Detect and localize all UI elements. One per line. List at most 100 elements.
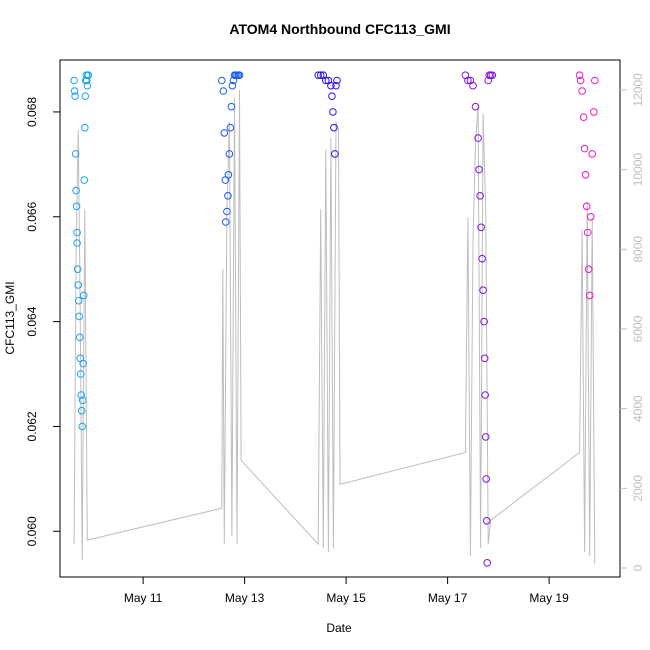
data-point [583,228,592,237]
data-point [81,123,89,132]
data-point [478,254,486,263]
y-tick-label: 0.062 [25,411,39,441]
data-point [76,370,85,378]
data-point [322,76,330,85]
y-axis-right: 0 2000 4000 6000 8000 10000 12000 [620,73,645,571]
data-point [222,218,230,226]
data-point [79,291,88,300]
x-axis-label: Date [326,621,352,635]
chart-title: ATOM4 Northbound CFC113_GMI [229,21,450,37]
data-point [331,150,339,158]
data-point [482,517,491,525]
data-point [469,81,477,90]
y-tick-label: 0.060 [25,516,39,546]
data-point [73,239,81,247]
data-point [77,391,85,399]
data-point [83,81,92,90]
data-point [84,71,93,79]
data-point [226,123,235,132]
x-tick-label: May 19 [529,591,569,605]
data-point [71,150,80,158]
y-tick-label: 0.064 [25,306,39,336]
data-point [235,71,244,79]
data-point [218,76,226,85]
x-tick-label: May 17 [428,591,468,605]
data-point [73,265,82,274]
data-point [72,202,81,211]
x-tick-label: May 15 [326,591,366,605]
data-point [576,76,585,85]
data-point [330,123,338,132]
data-point [70,87,79,95]
data-point [582,202,591,211]
data-point [471,102,480,111]
data-point [83,76,91,85]
y-tick-label: 0.066 [25,201,39,231]
data-point [77,406,86,415]
data-point [224,171,233,179]
data-point [477,223,485,232]
altitude-trace-line [73,89,596,565]
points-layer [70,71,599,567]
data-point [75,333,84,342]
data-point [575,71,584,79]
data-point [580,144,589,153]
data-point [220,129,229,137]
altitude-trace-layer [73,89,596,565]
data-point [316,71,325,79]
y-axis-left: 0.060 0.062 0.064 0.066 0.068 [25,97,60,546]
data-point [73,228,81,237]
data-point [74,281,82,289]
data-point [74,296,83,305]
x-tick-label: May 13 [225,591,265,605]
y2-tick-label: 12000 [631,73,645,107]
data-point [480,317,488,326]
data-point [224,192,232,200]
data-point [327,81,335,90]
data-point [75,312,83,321]
data-point [480,354,489,363]
data-point [584,265,593,274]
data-point [479,286,487,295]
data-point [72,186,80,195]
data-point [588,150,597,158]
data-point [229,76,238,85]
data-point [464,76,472,85]
data-point [590,108,598,116]
data-point [475,165,483,174]
plot-frame [59,59,621,578]
y2-tick-label: 4000 [631,395,645,422]
data-point [329,108,337,116]
data-point [79,359,87,368]
data-point [483,559,492,567]
data-point [474,134,482,142]
data-point [482,475,491,483]
data-point [78,396,87,405]
data-point [581,171,590,179]
y2-tick-label: 2000 [631,475,645,502]
y-tick-label: 0.068 [25,97,39,127]
data-point [328,92,336,100]
data-point [585,291,594,300]
data-point [228,81,237,90]
data-point [223,207,231,216]
data-point [333,76,341,85]
data-point [586,213,595,221]
data-point [476,192,484,200]
data-point [71,92,79,100]
data-point [70,76,78,85]
data-point [481,391,490,399]
y2-tick-label: 8000 [631,236,645,263]
data-point [225,150,234,158]
y2-tick-label: 10000 [631,153,645,187]
data-point [579,113,588,121]
data-point [219,87,228,95]
data-point [488,71,497,79]
data-point [332,81,340,90]
y2-tick-label: 6000 [631,315,645,342]
data-point [227,102,236,111]
data-point [578,87,586,95]
y-axis-label: CFC113_GMI [3,281,17,354]
data-point [81,92,90,100]
